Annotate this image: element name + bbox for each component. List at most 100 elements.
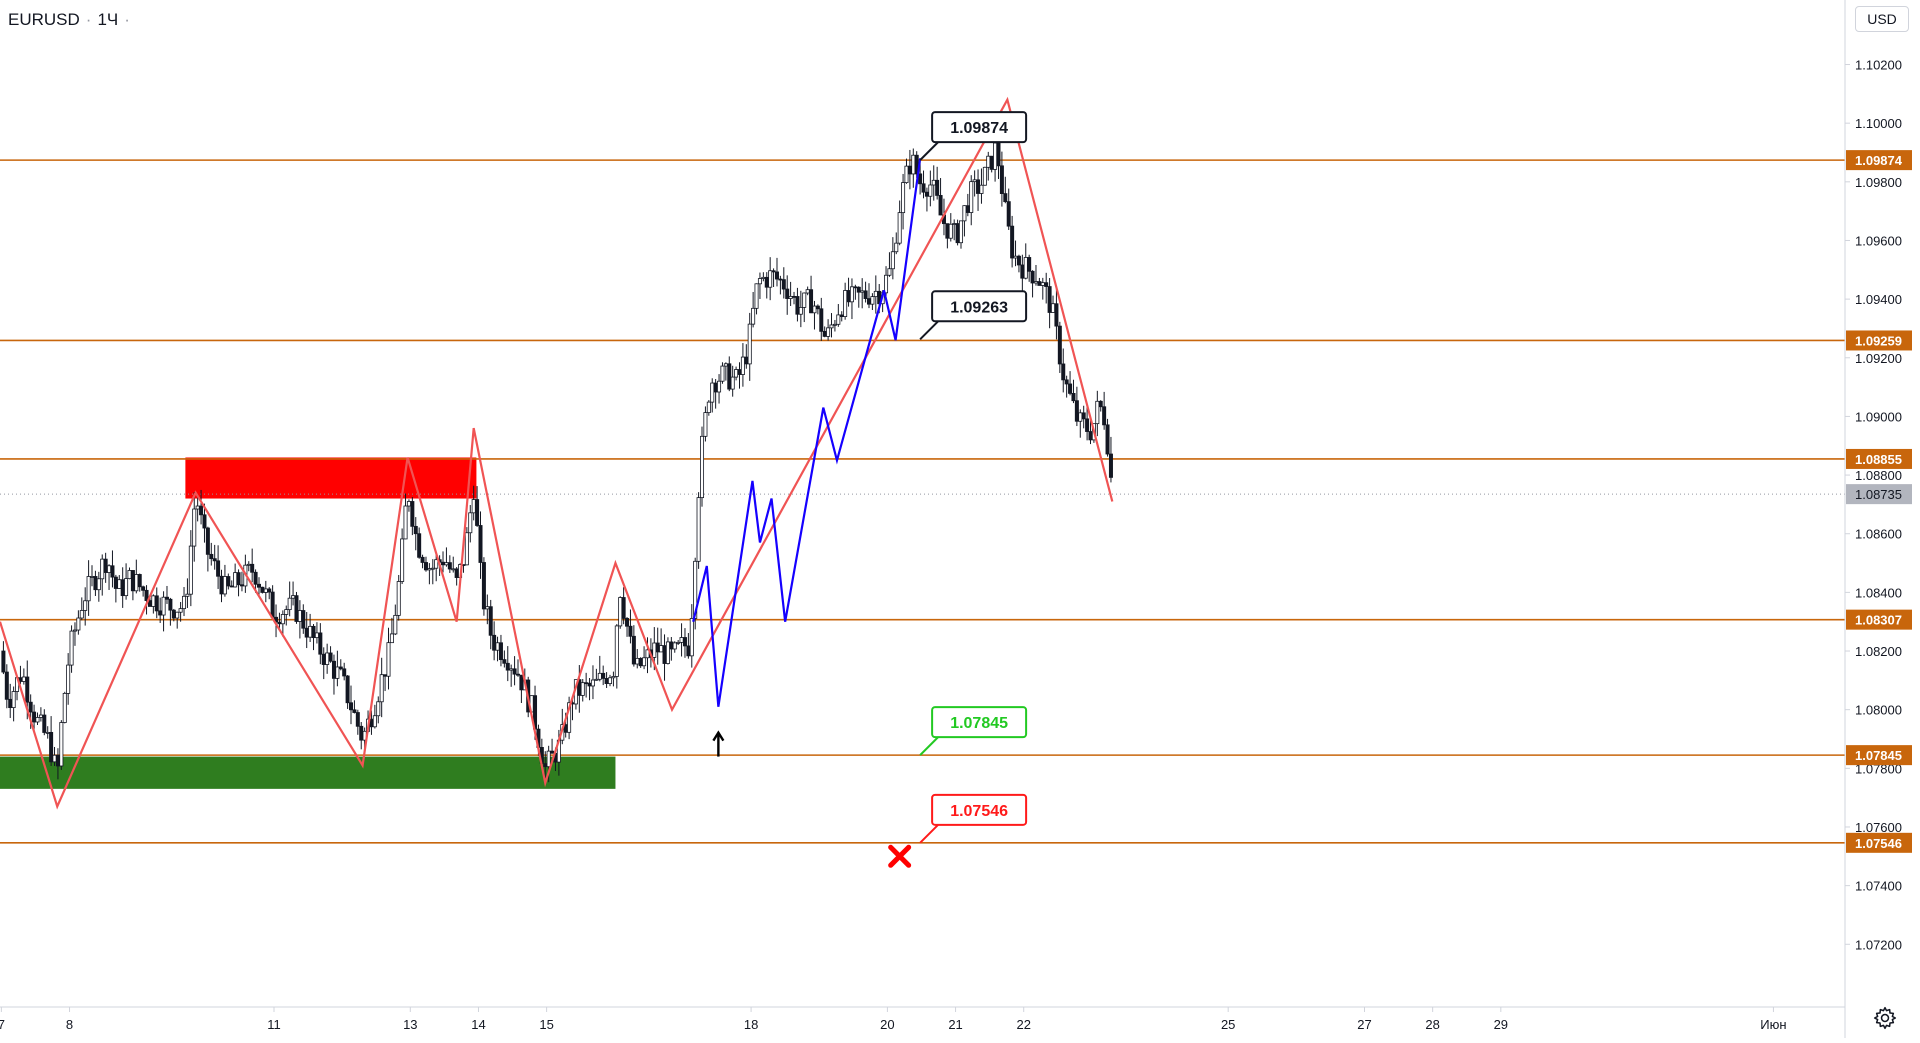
candle-body xyxy=(1081,412,1086,420)
callout-pointer xyxy=(919,824,939,844)
price-tick-label: 1.09800 xyxy=(1855,175,1902,190)
candle-body xyxy=(185,593,190,597)
candle-body xyxy=(826,327,831,337)
price-tick-label: 1.08800 xyxy=(1855,468,1902,483)
candle-body xyxy=(1108,453,1113,478)
price-callout-text: 1.09874 xyxy=(950,120,1008,137)
candle-body xyxy=(693,560,698,619)
candle-body xyxy=(928,184,933,197)
candle-body xyxy=(1088,431,1093,441)
candle-body xyxy=(550,750,555,754)
candle-body xyxy=(706,401,711,413)
candle-body xyxy=(764,276,769,288)
candle-body xyxy=(488,606,493,636)
candle-body xyxy=(601,672,606,679)
candle-body xyxy=(96,578,101,591)
candle-body xyxy=(608,677,613,684)
symbol-legend[interactable]: EURUSD · 1Ч · xyxy=(8,10,136,30)
candle-body xyxy=(815,305,820,310)
candle-body xyxy=(509,668,514,671)
price-axis[interactable] xyxy=(1845,0,1920,1038)
candle-body xyxy=(700,435,705,499)
candle-body xyxy=(686,645,691,657)
candle-body xyxy=(199,505,204,516)
candle-body xyxy=(669,641,674,650)
level-price-badge xyxy=(1846,448,1912,469)
candle-body xyxy=(839,314,844,318)
level-price-badge-text: 1.09259 xyxy=(1855,333,1902,348)
candle-body xyxy=(1003,193,1008,203)
callout-pointer xyxy=(919,320,939,341)
level-price-badge xyxy=(1846,609,1912,630)
candle-body xyxy=(515,673,520,676)
candle-body xyxy=(386,642,391,677)
candle-body xyxy=(945,223,950,239)
candle-body xyxy=(349,702,354,711)
candle-body xyxy=(911,154,916,175)
candle-body xyxy=(86,576,91,602)
candle-body xyxy=(113,576,118,589)
candle-body xyxy=(471,499,476,514)
candle-body xyxy=(580,682,585,696)
price-callout[interactable] xyxy=(931,111,1028,144)
candle-body xyxy=(672,642,677,650)
price-callout[interactable] xyxy=(931,290,1028,323)
candle-body xyxy=(406,501,411,507)
candle-body xyxy=(904,165,909,184)
candle-body xyxy=(485,606,490,610)
candle-body xyxy=(884,274,889,294)
level-price-badge-text: 1.08307 xyxy=(1855,613,1902,628)
candle-body xyxy=(843,290,848,318)
candle-body xyxy=(979,184,984,194)
candle-body xyxy=(849,286,854,303)
candle-body xyxy=(342,668,347,677)
level-price-badge xyxy=(1846,150,1912,171)
candle-body xyxy=(819,308,824,332)
candle-body xyxy=(948,223,953,239)
candle-body xyxy=(318,632,323,655)
red-zigzag-pattern[interactable] xyxy=(0,96,1114,810)
candle-body xyxy=(519,674,524,691)
candle-body xyxy=(638,657,643,667)
candle-body xyxy=(982,166,987,186)
candle-body xyxy=(734,369,739,378)
candle-body xyxy=(740,356,745,375)
candle-body xyxy=(21,676,26,682)
candle-body xyxy=(304,627,309,638)
price-callout-text: 1.09263 xyxy=(950,299,1008,316)
candle-body xyxy=(1033,281,1038,284)
price-callout-text: 1.07546 xyxy=(950,803,1008,820)
candle-body xyxy=(761,276,766,279)
candle-body xyxy=(83,600,88,611)
candle-body xyxy=(284,609,289,615)
candle-body xyxy=(331,660,336,679)
candle-body xyxy=(49,731,54,763)
price-callout[interactable] xyxy=(931,706,1028,739)
currency-button[interactable]: USD xyxy=(1855,6,1909,32)
price-callout-text: 1.07845 xyxy=(950,715,1008,732)
candle-body xyxy=(713,382,718,393)
candle-body xyxy=(423,562,428,571)
support-zone xyxy=(0,756,616,789)
candle-body xyxy=(335,666,340,679)
candle-body xyxy=(1098,400,1103,408)
gear-icon[interactable] xyxy=(1872,1005,1898,1031)
candle-body xyxy=(703,412,708,437)
candle-body xyxy=(164,596,169,600)
candle-body xyxy=(1071,393,1076,402)
candle-body xyxy=(614,625,619,677)
candle-body xyxy=(430,567,435,570)
candle-body xyxy=(999,165,1004,195)
blue-zigzag-projection[interactable] xyxy=(692,158,922,707)
candle-body xyxy=(989,155,994,170)
candle-body xyxy=(4,671,9,700)
candle-body xyxy=(359,725,364,741)
candle-body xyxy=(1027,257,1032,272)
price-callout[interactable] xyxy=(931,793,1028,826)
candle-body xyxy=(1,650,6,673)
candle-body xyxy=(723,363,728,367)
candle-body xyxy=(188,545,193,595)
candle-body xyxy=(809,289,814,314)
